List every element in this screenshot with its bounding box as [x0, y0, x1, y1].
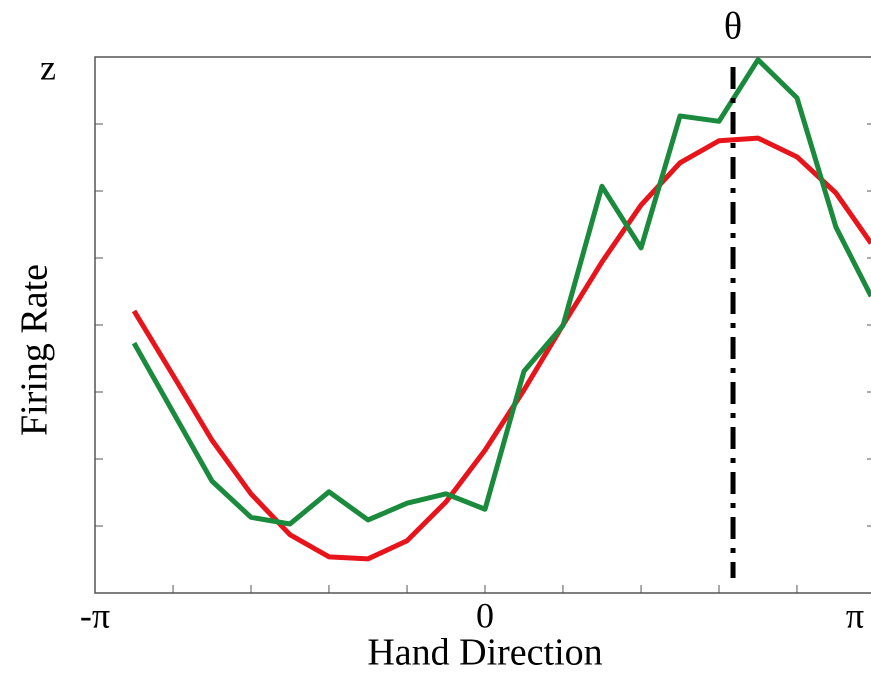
x-tick-label: -π [80, 595, 110, 635]
y-axis-label: Firing Rate [14, 264, 56, 436]
theta-label: θ [724, 6, 742, 48]
x-axis-label: Hand Direction [367, 632, 602, 674]
series-line [131, 135, 871, 562]
x-tick-label: 0 [476, 595, 494, 635]
series-line [131, 57, 871, 527]
y-tick-label: z [40, 47, 56, 87]
x-tick-label: π [846, 595, 864, 635]
